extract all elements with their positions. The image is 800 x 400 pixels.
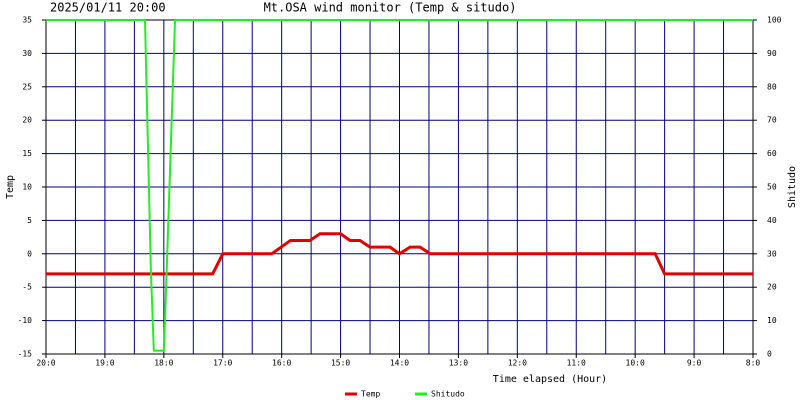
x-tick-label: 14:0 xyxy=(390,359,409,368)
x-tick-label: 18:0 xyxy=(154,359,173,368)
y2-tick-label: 100 xyxy=(767,16,782,25)
y2-tick-label: 30 xyxy=(767,249,777,258)
x-tick-label: 16:0 xyxy=(272,359,291,368)
x-tick-label: 19:0 xyxy=(95,359,114,368)
y-tick-label: -15 xyxy=(18,350,33,359)
x-tick-label: 8:0 xyxy=(746,359,761,368)
y-tick-label: 20 xyxy=(22,116,32,125)
y-axis-label: Temp xyxy=(5,175,16,199)
y2-tick-label: 60 xyxy=(767,149,777,158)
y-tick-label: 35 xyxy=(22,16,32,25)
y-tick-label: 15 xyxy=(22,149,32,158)
y2-tick-label: 70 xyxy=(767,116,777,125)
legend-label: Shitudo xyxy=(431,390,465,399)
x-tick-label: 10:0 xyxy=(626,359,645,368)
y2-tick-label: 10 xyxy=(767,316,777,325)
y2-tick-label: 20 xyxy=(767,283,777,292)
y-tick-label: 25 xyxy=(22,82,32,91)
x-tick-label: 9:0 xyxy=(687,359,702,368)
y2-tick-label: 50 xyxy=(767,183,777,192)
y-tick-label: 5 xyxy=(27,216,32,225)
chart-date: 2025/01/11 20:00 xyxy=(50,1,166,15)
x-axis-label: Time elapsed (Hour) xyxy=(493,374,607,385)
y-tick-label: 30 xyxy=(22,49,32,58)
y2-tick-label: 80 xyxy=(767,82,777,91)
y2-tick-label: 40 xyxy=(767,216,777,225)
x-tick-label: 20:0 xyxy=(36,359,55,368)
y2-axis-label: Shitudo xyxy=(787,166,798,208)
x-tick-label: 12:0 xyxy=(508,359,527,368)
y-tick-label: -5 xyxy=(22,283,32,292)
x-tick-label: 13:0 xyxy=(449,359,468,368)
y2-tick-label: 0 xyxy=(767,350,772,359)
y-tick-label: -10 xyxy=(18,316,33,325)
series-line xyxy=(46,232,753,276)
y-tick-label: 10 xyxy=(22,183,32,192)
x-tick-label: 11:0 xyxy=(567,359,586,368)
x-tick-label: 15:0 xyxy=(331,359,350,368)
y2-tick-label: 90 xyxy=(767,49,777,58)
y-tick-label: 0 xyxy=(27,249,32,258)
chart-title: Mt.OSA wind monitor (Temp & situdo) xyxy=(264,1,517,15)
legend-label: Temp xyxy=(361,390,380,399)
series-line xyxy=(46,19,753,352)
x-tick-label: 17:0 xyxy=(213,359,232,368)
